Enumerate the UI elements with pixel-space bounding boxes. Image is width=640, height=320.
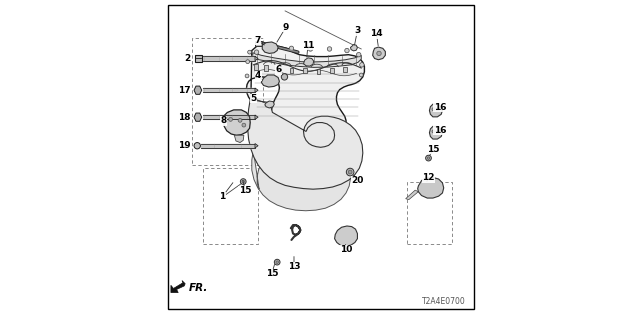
Text: 16: 16 <box>434 103 446 112</box>
Text: 15: 15 <box>266 269 278 278</box>
Polygon shape <box>253 53 361 68</box>
Text: 20: 20 <box>351 176 364 185</box>
Bar <box>407 182 452 244</box>
Bar <box>203 168 258 244</box>
Polygon shape <box>429 104 442 117</box>
Circle shape <box>245 74 249 78</box>
Text: 15: 15 <box>428 145 440 154</box>
Bar <box>277 67 281 72</box>
Bar <box>195 55 202 62</box>
Bar <box>255 41 262 46</box>
Polygon shape <box>261 75 280 87</box>
Circle shape <box>228 117 232 121</box>
Polygon shape <box>372 47 385 60</box>
Circle shape <box>282 74 287 80</box>
Polygon shape <box>255 88 258 92</box>
Bar <box>289 68 293 73</box>
Text: FR.: FR. <box>188 283 208 293</box>
Circle shape <box>436 108 440 111</box>
Circle shape <box>359 73 363 77</box>
Circle shape <box>308 47 313 51</box>
Text: 13: 13 <box>288 262 300 271</box>
Circle shape <box>346 168 354 176</box>
Text: 7: 7 <box>254 36 260 44</box>
Polygon shape <box>255 56 258 61</box>
Text: 5: 5 <box>250 94 257 103</box>
Circle shape <box>428 157 429 159</box>
Circle shape <box>426 155 431 161</box>
Bar <box>330 68 334 73</box>
Bar <box>303 68 307 73</box>
Circle shape <box>248 50 252 54</box>
Circle shape <box>246 60 250 64</box>
Bar <box>343 68 347 72</box>
Polygon shape <box>406 190 419 200</box>
Polygon shape <box>255 115 258 119</box>
Text: 19: 19 <box>179 141 191 150</box>
Polygon shape <box>194 86 202 94</box>
Polygon shape <box>255 143 258 148</box>
Circle shape <box>242 123 246 127</box>
Circle shape <box>360 63 364 67</box>
Circle shape <box>289 46 294 51</box>
Text: 4: 4 <box>255 71 261 80</box>
Polygon shape <box>262 42 278 53</box>
Polygon shape <box>246 45 364 147</box>
Bar <box>191 38 263 165</box>
Text: 11: 11 <box>301 41 314 50</box>
Circle shape <box>436 130 440 133</box>
Text: T2A4E0700: T2A4E0700 <box>422 297 466 306</box>
Polygon shape <box>248 100 363 189</box>
Text: 15: 15 <box>239 186 252 195</box>
Circle shape <box>356 52 361 57</box>
Polygon shape <box>418 178 444 198</box>
Bar <box>253 64 258 70</box>
Polygon shape <box>171 281 185 292</box>
Text: 14: 14 <box>370 29 383 38</box>
Polygon shape <box>265 101 275 108</box>
Polygon shape <box>335 226 357 246</box>
Circle shape <box>254 50 259 54</box>
Text: 6: 6 <box>275 65 281 74</box>
Polygon shape <box>429 126 442 139</box>
Circle shape <box>345 48 349 53</box>
Circle shape <box>276 261 278 263</box>
Circle shape <box>238 118 242 122</box>
Circle shape <box>241 179 246 184</box>
Circle shape <box>270 45 275 50</box>
Circle shape <box>377 51 381 56</box>
Text: 1: 1 <box>219 192 225 201</box>
Text: 12: 12 <box>422 173 435 182</box>
Text: 16: 16 <box>434 126 446 135</box>
Circle shape <box>194 142 200 149</box>
Polygon shape <box>194 113 202 121</box>
Circle shape <box>275 259 280 265</box>
Text: 2: 2 <box>185 54 191 63</box>
Polygon shape <box>223 110 250 135</box>
Polygon shape <box>303 58 314 66</box>
Circle shape <box>327 47 332 51</box>
Polygon shape <box>252 137 351 211</box>
Text: 10: 10 <box>340 245 352 254</box>
Text: 9: 9 <box>282 23 289 32</box>
Polygon shape <box>351 44 357 51</box>
Bar <box>317 69 320 74</box>
Circle shape <box>348 170 352 174</box>
Text: 17: 17 <box>179 86 191 95</box>
Circle shape <box>432 108 435 111</box>
Polygon shape <box>234 135 244 142</box>
Circle shape <box>432 130 435 133</box>
Text: 3: 3 <box>355 26 360 35</box>
Text: 8: 8 <box>220 116 227 125</box>
Text: 18: 18 <box>179 113 191 122</box>
Circle shape <box>242 180 244 183</box>
Bar <box>264 65 268 71</box>
